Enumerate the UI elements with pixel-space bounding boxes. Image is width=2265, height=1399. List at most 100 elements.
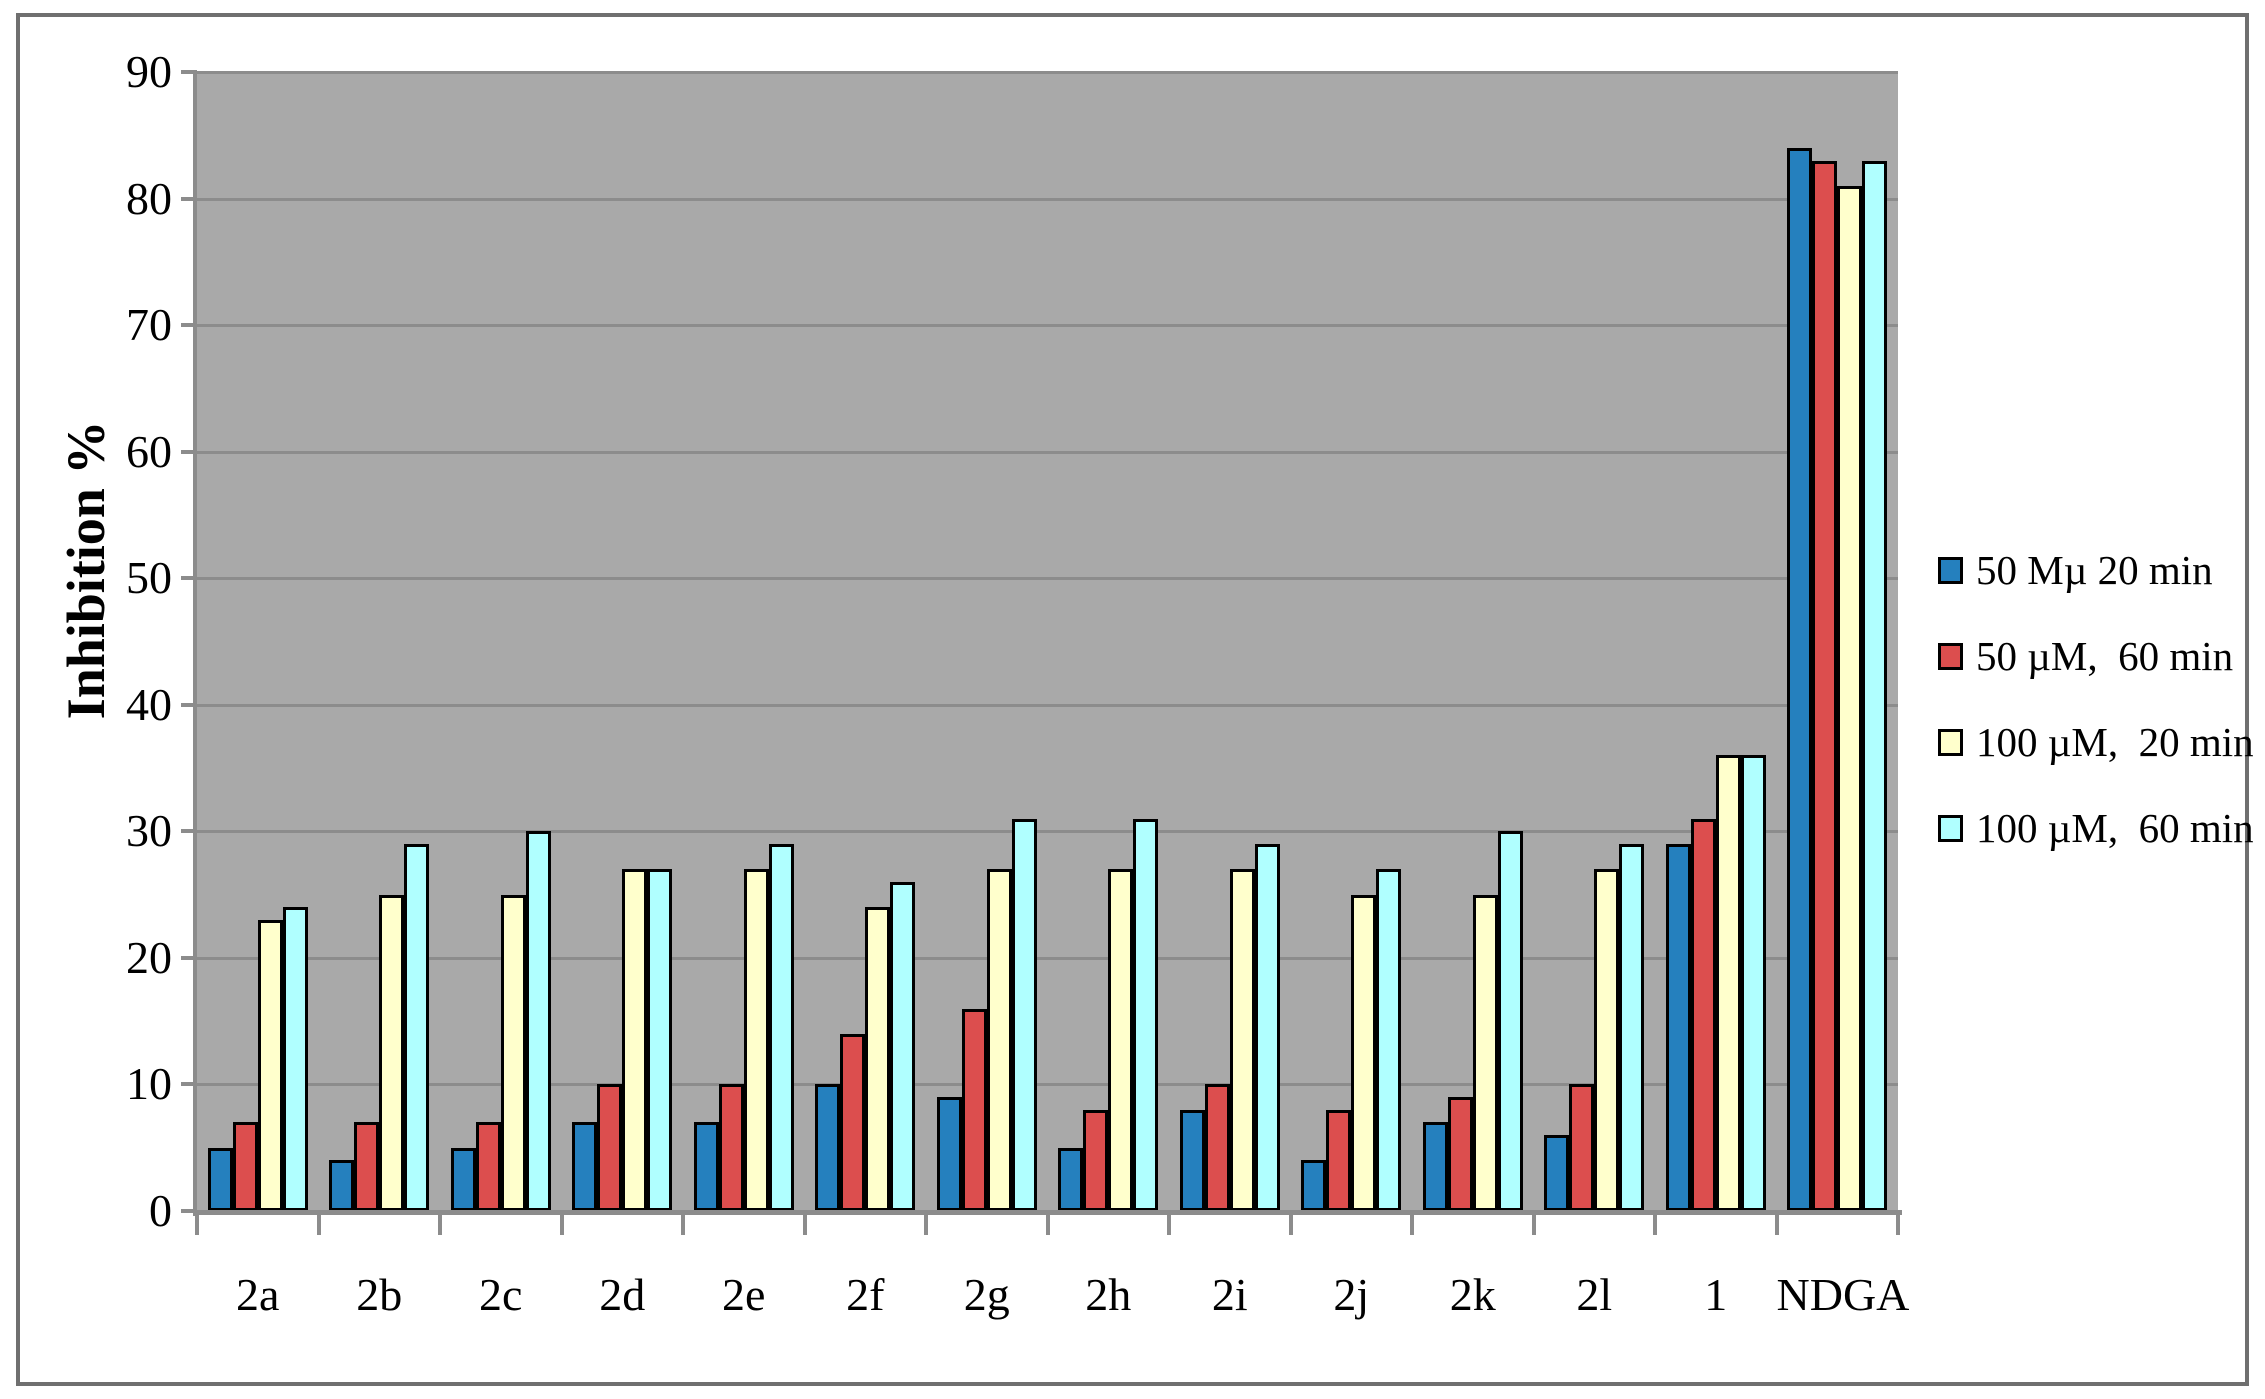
legend-item-100um-20min: 100 µM, 20 min [1938, 720, 2254, 764]
y-tick-50 [181, 576, 197, 581]
bar-2f-series4 [890, 881, 916, 1211]
y-tick-80 [181, 196, 197, 201]
y-tick-label-50: 50 [126, 552, 172, 604]
x-tick-label-2a: 2a [236, 1269, 280, 1320]
bar-2h-series4 [1133, 818, 1159, 1211]
x-tick [1167, 1215, 1171, 1235]
gridline-50 [197, 577, 1898, 581]
bar-2a-series4 [282, 907, 308, 1211]
bar-2e-series3 [743, 869, 769, 1211]
bar-2h-series1 [1058, 1147, 1084, 1211]
y-tick-60 [181, 449, 197, 454]
bar-2d-series1 [572, 1122, 598, 1211]
bar-2d-series3 [622, 869, 648, 1211]
bar-NDGA-series4 [1862, 160, 1888, 1211]
x-tick [1410, 1215, 1414, 1235]
x-tick [559, 1215, 564, 1235]
bar-2j-series2 [1326, 1109, 1352, 1211]
legend-item-50um-60min: 50 µM, 60 min [1938, 634, 2254, 678]
bar-1-series4 [1740, 755, 1766, 1211]
x-tick-label-2h: 2h [1085, 1269, 1132, 1320]
legend-item-100um-60min: 100 µM, 60 min [1938, 806, 2254, 850]
x-tick-label-2c: 2c [479, 1269, 523, 1320]
x-tick [1774, 1215, 1779, 1235]
bar-2k-series1 [1422, 1122, 1448, 1211]
y-tick-label-70: 70 [126, 299, 172, 351]
bar-2i-series4 [1254, 843, 1280, 1211]
x-tick [681, 1215, 685, 1235]
legend: 50 Mµ 20 min 50 µM, 60 min 100 µM, 20 mi… [1938, 548, 2254, 850]
bar-2g-series2 [961, 1008, 987, 1211]
bar-NDGA-series3 [1837, 185, 1863, 1211]
plot-area [197, 71, 1898, 1211]
gridline-30 [197, 830, 1898, 834]
y-tick-10 [181, 1082, 197, 1087]
legend-swatch-yellow-icon [1938, 728, 1963, 756]
bar-2i-series3 [1229, 869, 1255, 1211]
legend-swatch-blue-icon [1938, 556, 1963, 584]
x-tick [1531, 1215, 1536, 1235]
gridline-80 [197, 197, 1898, 201]
chart-outer-border [16, 13, 2249, 1386]
bar-2l-series1 [1544, 1135, 1570, 1211]
bar-2e-series4 [768, 843, 794, 1211]
bar-2b-series2 [354, 1122, 380, 1211]
x-tick-label-NDGA: NDGA [1776, 1269, 1910, 1320]
bar-2c-series1 [450, 1147, 476, 1211]
legend-label: 50 µM, 60 min [1976, 633, 2234, 679]
y-tick-label-20: 20 [126, 931, 172, 983]
bar-NDGA-series1 [1787, 147, 1813, 1211]
gridline-40 [197, 703, 1898, 707]
x-tick-label-2d: 2d [599, 1269, 646, 1320]
bar-2f-series1 [815, 1084, 841, 1211]
x-tick-label-2f: 2f [846, 1269, 885, 1320]
bar-2f-series3 [865, 907, 891, 1211]
x-tick [316, 1215, 321, 1235]
bar-NDGA-series2 [1812, 160, 1838, 1211]
bar-2i-series1 [1179, 1109, 1205, 1211]
y-tick-70 [181, 323, 197, 328]
bar-2e-series2 [718, 1084, 744, 1211]
bar-2k-series2 [1447, 1097, 1473, 1211]
x-tick [1896, 1215, 1900, 1235]
y-tick-label-30: 30 [126, 805, 172, 857]
bar-2j-series4 [1376, 869, 1402, 1211]
y-tick-label-80: 80 [126, 172, 172, 224]
bar-2g-series3 [986, 869, 1012, 1211]
bar-1-series3 [1715, 755, 1741, 1211]
y-tick-90 [181, 70, 197, 74]
x-tick-label-1: 1 [1704, 1269, 1728, 1320]
bar-2h-series2 [1083, 1109, 1109, 1211]
y-tick-label-90: 90 [126, 46, 172, 97]
x-tick [438, 1215, 442, 1235]
bar-1-series1 [1665, 843, 1691, 1211]
legend-label: 50 Mµ 20 min [1976, 547, 2213, 593]
bar-2l-series3 [1594, 869, 1620, 1211]
legend-swatch-red-icon [1938, 642, 1963, 670]
gridline-20 [197, 956, 1898, 960]
bar-2k-series3 [1472, 894, 1498, 1211]
y-tick-30 [181, 829, 197, 834]
bar-2e-series1 [693, 1122, 719, 1211]
bar-2a-series2 [232, 1122, 258, 1211]
x-tick [195, 1215, 199, 1235]
bar-2d-series4 [647, 869, 673, 1211]
legend-swatch-cyan-icon [1938, 814, 1963, 842]
legend-label: 100 µM, 60 min [1976, 805, 2254, 851]
x-tick [1653, 1215, 1657, 1235]
bar-2j-series1 [1301, 1160, 1327, 1211]
bar-2c-series4 [525, 831, 551, 1211]
bar-2h-series3 [1108, 869, 1134, 1211]
bar-2a-series1 [207, 1147, 233, 1211]
gridline-60 [197, 450, 1898, 454]
y-tick-40 [181, 702, 197, 707]
x-tick [802, 1215, 807, 1235]
y-tick-label-40: 40 [126, 678, 172, 730]
gridline-70 [197, 324, 1898, 328]
bar-2d-series2 [597, 1084, 623, 1211]
bar-2f-series2 [840, 1033, 866, 1211]
bar-2a-series3 [257, 919, 283, 1211]
gridline-10 [197, 1083, 1898, 1087]
legend-label: 100 µM, 20 min [1976, 719, 2254, 765]
